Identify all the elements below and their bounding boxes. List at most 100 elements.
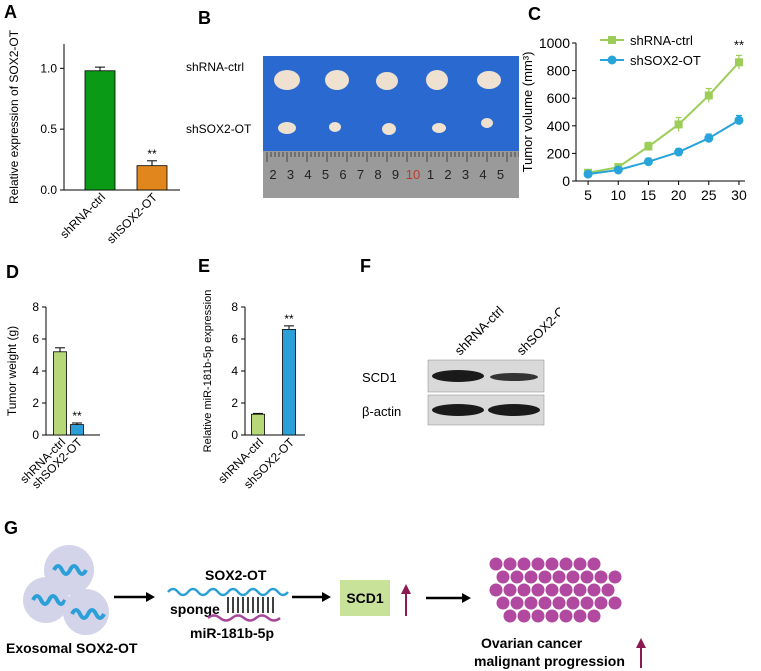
- arrow-1-head: [146, 592, 155, 602]
- y-tick-label: 200: [547, 145, 571, 161]
- x-tick-label: shRNA-ctrl: [57, 190, 108, 241]
- tumor-sh: [432, 123, 446, 133]
- panel-label-d: D: [6, 262, 19, 282]
- tumor-sh: [481, 118, 493, 128]
- cancer-cell: [580, 570, 594, 584]
- y-tick-label: 1.0: [40, 61, 57, 75]
- legend-marker: [608, 36, 616, 44]
- ruler-digit: 5: [322, 167, 329, 182]
- y-tick-label: 6: [32, 332, 39, 346]
- cancer-cell: [559, 609, 573, 623]
- cancer-cell: [503, 557, 517, 571]
- ruler-digit: 3: [287, 167, 294, 182]
- bar: [84, 70, 116, 191]
- exosome-cluster: [23, 545, 109, 635]
- cancer-cell: [524, 596, 538, 610]
- y-tick-label: 2: [32, 396, 39, 410]
- legend-label: shSOX2-OT: [630, 53, 701, 68]
- western-row-label-actin: β-actin: [362, 404, 401, 419]
- western-blot: shRNA-ctrl shSOX2-OT SCD1 β-actin: [362, 297, 560, 426]
- cancer-cell: [510, 596, 524, 610]
- significance-mark: **: [147, 147, 157, 161]
- cancer-cell: [587, 557, 601, 571]
- western-lane-label: shRNA-ctrl: [452, 303, 507, 358]
- scd1-box-label: SCD1: [346, 590, 384, 606]
- cancer-cell: [503, 583, 517, 597]
- ruler-digit: 4: [304, 167, 311, 182]
- cancer-cell: [489, 557, 503, 571]
- cancer-cell: [545, 609, 559, 623]
- data-point: [643, 157, 653, 167]
- y-tick-label: 600: [547, 90, 571, 106]
- x-tick-label: 5: [584, 187, 592, 203]
- data-point: [704, 133, 714, 143]
- y-tick-label: 1000: [539, 35, 570, 51]
- cancer-cell: [587, 609, 601, 623]
- data-point: [734, 58, 743, 67]
- y-tick-label: 8: [32, 300, 39, 314]
- cancer-cell: [496, 570, 510, 584]
- blot-band: [432, 404, 484, 416]
- x-tick-label: 15: [641, 187, 657, 203]
- cancer-cell: [573, 609, 587, 623]
- y-tick-label: 0: [32, 428, 39, 442]
- tumor-sh: [329, 122, 341, 132]
- ruler-digit: 6: [339, 167, 346, 182]
- rna-strand: [52, 564, 88, 576]
- data-point: [704, 91, 713, 100]
- cancer-cell: [545, 557, 559, 571]
- series-line: [587, 119, 740, 176]
- cancer-cell: [531, 583, 545, 597]
- cancer-cell: [517, 557, 531, 571]
- panel-label-f: F: [360, 256, 371, 276]
- cancer-cell: [608, 570, 622, 584]
- ruler-digit: 3: [462, 167, 469, 182]
- bar: [136, 165, 168, 191]
- ruler-digit: 1: [427, 167, 434, 182]
- photo-row1-label: shRNA-ctrl: [186, 60, 245, 74]
- panel-label-e: E: [198, 256, 211, 276]
- sox2ot-label: SOX2-OT: [205, 567, 267, 583]
- legend-label: shRNA-ctrl: [630, 33, 693, 48]
- rna-strand: [31, 594, 67, 606]
- blot-band: [432, 370, 484, 382]
- cancer-cell: [573, 557, 587, 571]
- ruler: [263, 151, 519, 198]
- panel-label-b: B: [198, 8, 211, 28]
- cancer-cell: [552, 570, 566, 584]
- tumor-ctrl: [325, 70, 349, 90]
- chart-c: 0 200 400 600 800 1000 5 10 15 20 25 30 Tumor volume…: [520, 33, 747, 203]
- bar: [251, 413, 265, 436]
- base-pairing-ticks: [227, 597, 274, 613]
- sponge-label: sponge: [170, 601, 220, 617]
- sox2ot-strand: [167, 587, 289, 597]
- y-tick-label: 0.0: [40, 183, 57, 197]
- cancer-cell: [531, 609, 545, 623]
- cancer-cell: [573, 583, 587, 597]
- photo-row2-label: shSOX2-OT: [186, 122, 252, 136]
- cancer-cell: [545, 583, 559, 597]
- cancer-cell: [489, 583, 503, 597]
- y-tick-label: 0: [231, 428, 238, 442]
- mirna-label: miR-181b-5p: [190, 625, 274, 641]
- y-tick-label: 400: [547, 118, 571, 134]
- panel-label-a: A: [4, 2, 17, 22]
- data-point: [674, 120, 683, 129]
- x-tick-label: 25: [701, 187, 717, 203]
- tumor-sh: [278, 122, 296, 134]
- rna-strand: [70, 608, 106, 620]
- cancer-cell-cluster: [489, 557, 622, 623]
- x-tick-label: shSOX2-OT: [104, 190, 161, 247]
- y-tick-label: 6: [231, 332, 238, 346]
- cancer-cell: [594, 570, 608, 584]
- arrow-3-head: [462, 593, 471, 603]
- x-tick-label: 30: [731, 187, 747, 203]
- exosome-vesicle: [63, 589, 109, 635]
- y-tick-label: 0.5: [40, 122, 57, 136]
- tumor-photo: 2 3 4 5 6 7 8 9 10 1 2 3 4 5: [263, 56, 519, 198]
- tumor-ctrl: [477, 71, 501, 89]
- cancer-cell: [580, 596, 594, 610]
- exosome-label: Exosomal SOX2-OT: [6, 640, 138, 656]
- cancer-cell: [559, 557, 573, 571]
